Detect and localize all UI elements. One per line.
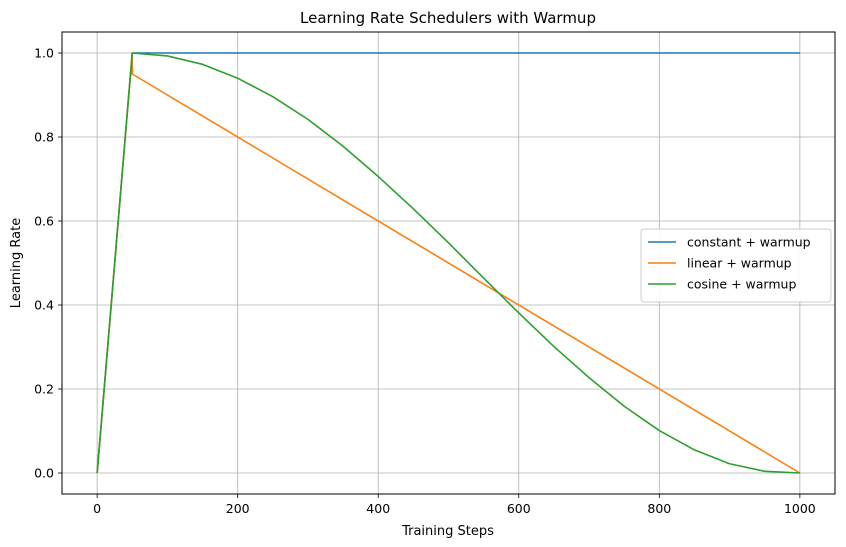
y-tick-label: 0.2: [34, 382, 54, 397]
legend-label-linear: linear + warmup: [687, 256, 792, 271]
x-tick-label: 400: [366, 501, 390, 516]
y-tick-label: 0.0: [34, 466, 54, 481]
axis-ticks: 0 200 400 600 800 1000 0.0 0.2 0.4 0.6 0.8 1.0: [34, 46, 816, 517]
x-tick-label: 1000: [784, 501, 816, 516]
y-tick-label: 1.0: [34, 46, 54, 61]
y-tick-label: 0.8: [34, 130, 54, 145]
grid: [62, 32, 835, 494]
y-tick-label: 0.4: [34, 298, 54, 313]
chart-title: Learning Rate Schedulers with Warmup: [300, 9, 596, 27]
legend: constant + warmup linear + warmup cosine +…: [640, 228, 832, 303]
series-lines: [96, 52, 801, 474]
x-tick-label: 0: [93, 501, 101, 516]
legend-box: [640, 228, 832, 303]
x-tick-label: 600: [507, 501, 531, 516]
legend-label-cosine: cosine + warmup: [687, 277, 796, 292]
y-tick-label: 0.6: [34, 214, 54, 229]
x-tick-label: 200: [226, 501, 250, 516]
x-axis-label: Training Steps: [401, 524, 494, 539]
plot-frame: [61, 31, 836, 495]
legend-label-constant: constant + warmup: [687, 235, 811, 250]
series-line-cosine: [96, 52, 800, 474]
x-tick-label: 800: [647, 501, 671, 516]
y-axis-label: Learning Rate: [9, 218, 24, 308]
